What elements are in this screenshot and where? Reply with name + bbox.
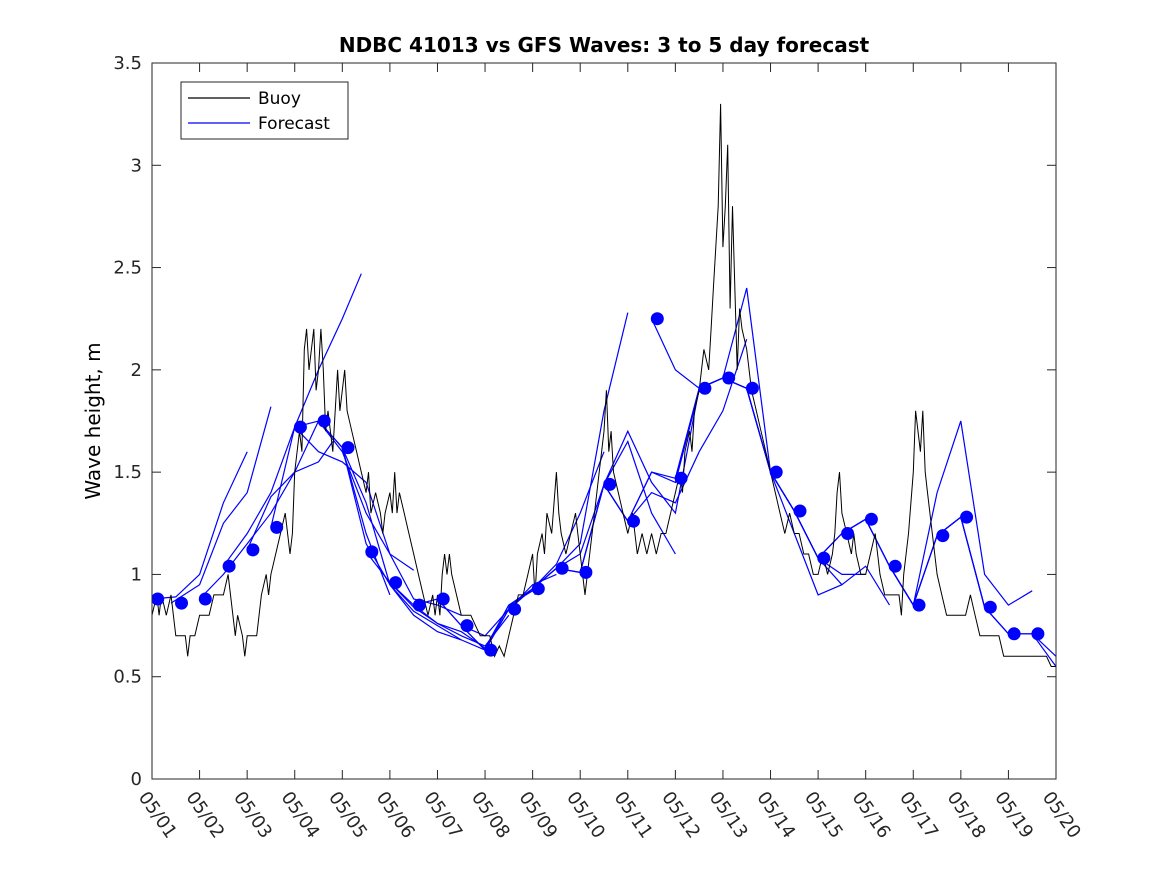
forecast-line-9	[341, 447, 486, 651]
forecast-marker-33	[912, 598, 926, 612]
forecast-marker-12	[412, 598, 426, 612]
legend-label-buoy: Buoy	[258, 89, 301, 109]
y-tick-label: 2	[131, 360, 142, 381]
y-tick-label: 0	[131, 769, 142, 790]
forecast-marker-36	[983, 600, 997, 614]
forecast-marker-8	[317, 414, 331, 428]
forecast-line-1	[152, 451, 248, 600]
forecast-marker-25	[722, 371, 736, 385]
forecast-marker-2	[175, 596, 188, 610]
forecast-marker-10	[365, 545, 379, 559]
forecast-marker-31	[864, 512, 878, 526]
legend-box	[180, 81, 349, 140]
forecast-marker-7	[293, 420, 307, 434]
forecast-marker-1	[152, 592, 165, 606]
forecast-marker-32	[888, 559, 902, 573]
forecast-marker-29	[817, 551, 831, 565]
forecast-marker-35	[960, 510, 974, 524]
forecast-marker-23	[674, 471, 688, 485]
chart-title: NDBC 41013 vs GFS Waves: 3 to 5 day fore…	[339, 33, 870, 57]
forecast-marker-28	[793, 504, 807, 518]
plot-frame	[151, 62, 1057, 780]
forecast-marker-15	[484, 643, 498, 657]
forecast-marker-9	[341, 441, 355, 455]
forecast-marker-26	[745, 381, 759, 395]
forecast-marker-5	[246, 543, 260, 557]
forecast-line-3	[199, 441, 334, 600]
forecast-marker-19	[579, 565, 593, 579]
forecast-marker-3	[198, 592, 212, 606]
legend-label-forecast: Forecast	[258, 114, 330, 134]
forecast-marker-22	[650, 312, 664, 326]
forecast-marker-17	[531, 582, 545, 596]
forecast-line-25	[841, 420, 1033, 607]
forecast-marker-21	[627, 514, 640, 528]
forecast-marker-13	[436, 592, 450, 606]
y-tick-label: 3	[131, 155, 142, 176]
forecast-marker-6	[270, 520, 284, 534]
forecast-marker-11	[389, 576, 403, 590]
forecast-line-2	[170, 406, 272, 604]
forecast-marker-20	[603, 477, 617, 491]
y-tick-label: 0.5	[113, 667, 142, 688]
forecast-marker-34	[936, 529, 950, 543]
forecast-marker-18	[555, 561, 569, 575]
forecast-marker-30	[841, 527, 855, 540]
forecast-marker-16	[508, 602, 522, 616]
forecast-marker-24	[698, 381, 712, 395]
y-axis-label: Wave height, m	[81, 342, 105, 499]
plot-area	[152, 103, 1056, 667]
y-tick-label: 3.5	[113, 53, 142, 74]
buoy-line	[152, 103, 1056, 667]
forecast-marker-27	[769, 465, 783, 479]
forecast-marker-14	[460, 619, 474, 633]
y-tick-label: 2.5	[113, 258, 142, 279]
forecast-marker-37	[1007, 627, 1021, 641]
y-tick-label: 1	[131, 564, 142, 585]
legend: Buoy Forecast	[180, 81, 349, 140]
forecast-marker-38	[1031, 627, 1045, 641]
forecast-marker-4	[222, 559, 236, 573]
y-tick-label: 1.5	[113, 462, 142, 483]
